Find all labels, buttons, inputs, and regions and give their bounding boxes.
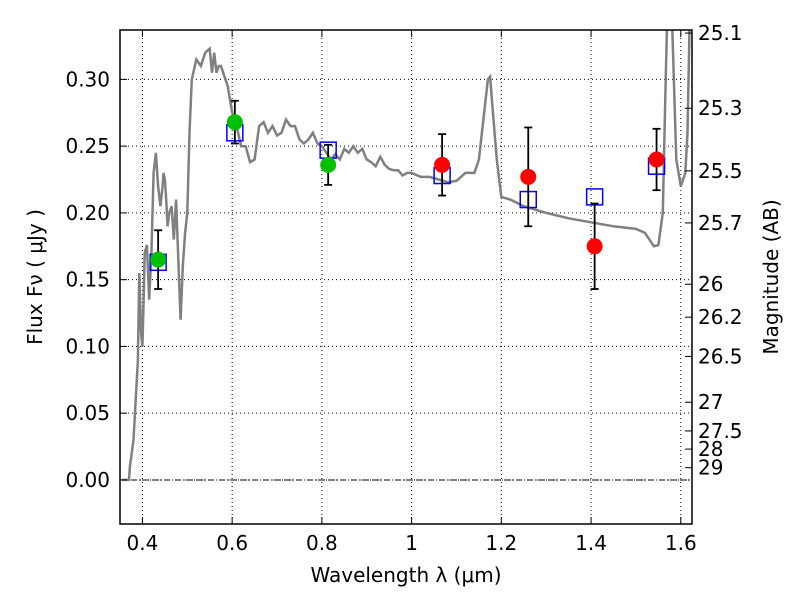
observed-point xyxy=(226,114,243,131)
x-tick-label: 0.8 xyxy=(306,531,338,555)
x-tick-label: 1.2 xyxy=(485,531,517,555)
magnitude-tick-label: 25.5 xyxy=(698,159,743,183)
observed-point xyxy=(520,168,537,185)
y-tick-label: 0.30 xyxy=(65,67,110,91)
y-axis-right-label: Magnitude (AB) xyxy=(759,199,783,354)
x-axis-label: Wavelength λ (μm) xyxy=(310,563,501,587)
y-tick-label: 0.00 xyxy=(65,468,110,492)
y-tick-label: 0.25 xyxy=(65,134,110,158)
model-spectrum-line xyxy=(122,30,691,482)
magnitude-tick-label: 27 xyxy=(698,390,723,414)
model-spectrum xyxy=(122,30,691,482)
magnitude-tick-label: 26.2 xyxy=(698,305,743,329)
magnitude-tick-label: 26.5 xyxy=(698,344,743,368)
magnitude-tick-label: 26 xyxy=(698,272,723,296)
magnitude-tick-label: 28 xyxy=(698,437,723,461)
magnitude-tick-label: 25.1 xyxy=(698,21,743,45)
y-tick-label: 0.05 xyxy=(65,401,110,425)
plot-background xyxy=(120,30,692,524)
axis-ticks: 0.4 0.6 0.8 1 1.2 1.4 1.6 0.00 0.05 0.10 0.15 0.20 0… xyxy=(65,21,742,555)
magnitude-tick-label: 29 xyxy=(698,456,723,480)
observed-point xyxy=(320,156,337,173)
y-tick-label: 0.15 xyxy=(65,268,110,292)
x-tick-label: 1.4 xyxy=(575,531,607,555)
observed-point xyxy=(586,238,603,255)
magnitude-tick-label: 25.7 xyxy=(698,211,743,235)
y-axis-label: Flux Fν ( μJy ) xyxy=(23,209,47,345)
magnitude-tick-label: 27.5 xyxy=(698,419,743,443)
plot-frame xyxy=(119,29,693,525)
magnitude-tick-label: 25.3 xyxy=(698,96,743,120)
observed-point xyxy=(648,151,665,168)
y-tick-label: 0.20 xyxy=(65,201,110,225)
x-tick-label: 0.6 xyxy=(216,531,248,555)
x-tick-label: 1 xyxy=(405,531,418,555)
y-tick-label: 0.10 xyxy=(65,334,110,358)
photometry-markers xyxy=(149,99,666,290)
x-tick-label: 0.4 xyxy=(127,531,159,555)
observed-point xyxy=(150,251,167,268)
observed-point xyxy=(434,156,451,173)
x-tick-label: 1.6 xyxy=(665,531,697,555)
